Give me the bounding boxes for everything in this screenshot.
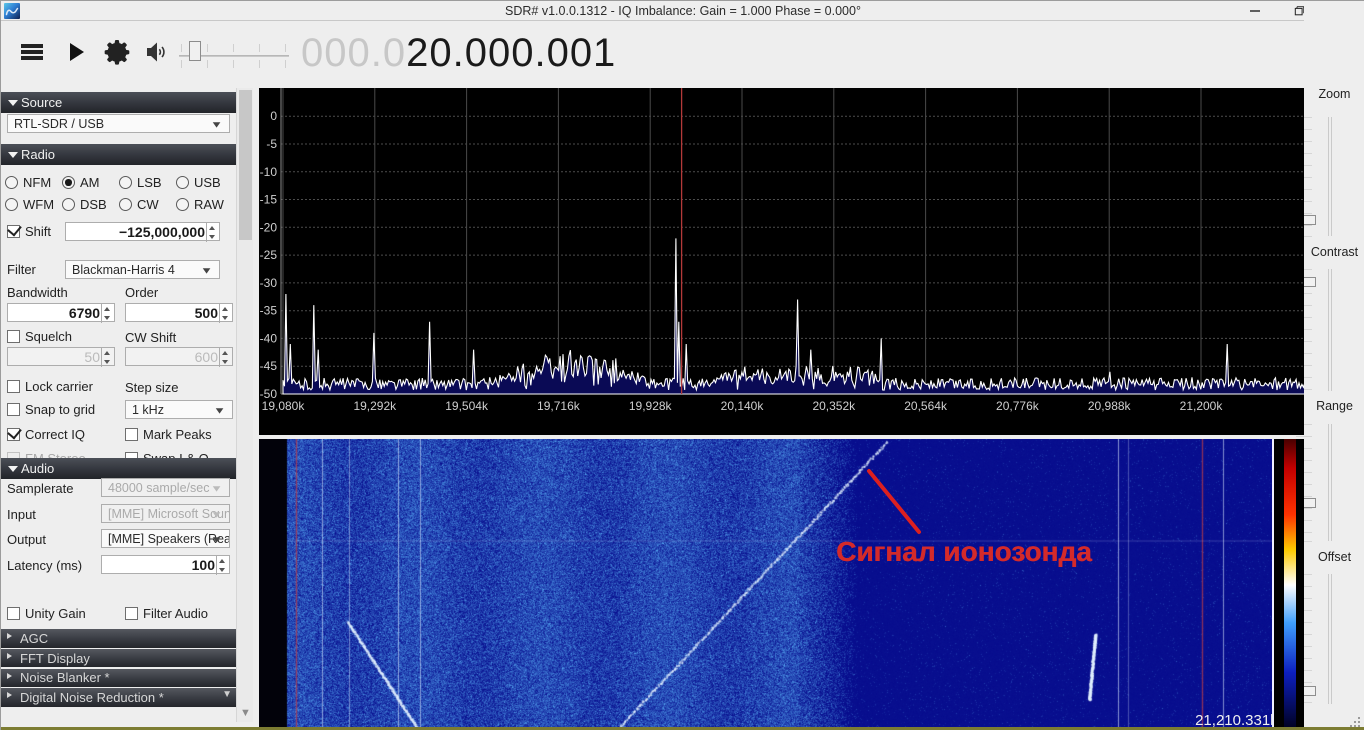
svg-text:-10: -10 bbox=[260, 165, 278, 179]
svg-text:0: 0 bbox=[270, 109, 277, 123]
svg-text:21,200k: 21,200k bbox=[1180, 399, 1224, 413]
svg-text:19,504k: 19,504k bbox=[445, 399, 489, 413]
svg-text:-35: -35 bbox=[260, 304, 278, 318]
svg-text:20,564k: 20,564k bbox=[904, 399, 948, 413]
svg-text:-45: -45 bbox=[260, 359, 278, 373]
svg-text:19,292k: 19,292k bbox=[353, 399, 397, 413]
svg-text:-25: -25 bbox=[260, 248, 278, 262]
svg-text:-15: -15 bbox=[260, 193, 278, 207]
svg-text:19,080k: 19,080k bbox=[262, 399, 306, 413]
svg-text:-30: -30 bbox=[260, 276, 278, 290]
svg-text:19,928k: 19,928k bbox=[629, 399, 673, 413]
svg-text:20,776k: 20,776k bbox=[996, 399, 1040, 413]
svg-text:20,988k: 20,988k bbox=[1088, 399, 1132, 413]
svg-text:20,352k: 20,352k bbox=[812, 399, 856, 413]
svg-text:-40: -40 bbox=[260, 331, 278, 345]
svg-text:-5: -5 bbox=[266, 137, 277, 151]
svg-text:-20: -20 bbox=[260, 220, 278, 234]
svg-text:19,716k: 19,716k bbox=[537, 399, 581, 413]
svg-text:20,140k: 20,140k bbox=[721, 399, 765, 413]
